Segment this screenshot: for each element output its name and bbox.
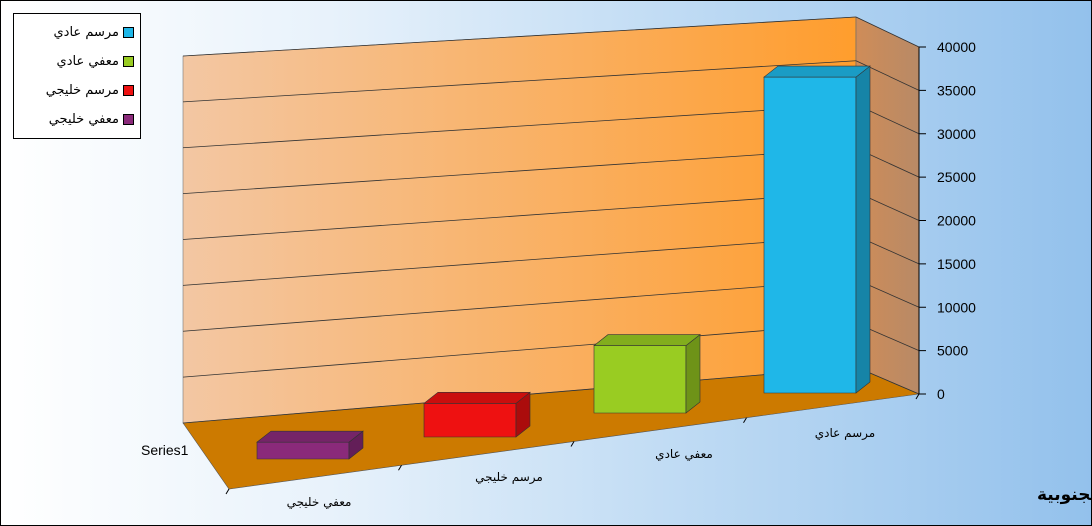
- category-labels: مرسم عادي معفي عادي مرسم خليجي معفي خليجي: [287, 426, 876, 509]
- gridline: [182, 16, 857, 57]
- y-tick-label: 15000: [937, 256, 976, 272]
- category-label: مرسم عادي: [815, 426, 875, 441]
- x-tick-mark: [743, 417, 747, 424]
- x-tick-mark: [570, 441, 575, 447]
- bars: [256, 65, 871, 460]
- bar-top: [763, 65, 871, 78]
- category-label: مرسم خليجي: [475, 470, 543, 485]
- gridline: [182, 60, 857, 103]
- bar-top: [423, 391, 531, 404]
- bar-top: [593, 334, 701, 346]
- y-tick-label: 25000: [937, 169, 976, 185]
- back-wall: [182, 16, 857, 424]
- legend-label: معفي خليجي: [48, 112, 119, 127]
- bar-front: [423, 402, 517, 438]
- gridline: [855, 60, 920, 91]
- gridline: [182, 147, 857, 195]
- x-tick-mark: [915, 393, 920, 400]
- gridline: [182, 235, 857, 286]
- y-tick-label: 35000: [937, 82, 976, 98]
- bar: [763, 65, 871, 394]
- gridline: [182, 279, 857, 332]
- series-label: Series1: [141, 442, 189, 458]
- legend: مرسم عادي معفي عادي مرسم خليجي معفي خليجي: [13, 13, 141, 139]
- x-axis-ticks: [225, 393, 920, 495]
- legend-swatch: [123, 114, 134, 125]
- legend-label: مرسم خليجي: [45, 83, 119, 98]
- y-tick-label: 5000: [937, 343, 968, 359]
- bar-top: [256, 430, 364, 443]
- legend-item: مرسم خليجي: [20, 76, 134, 105]
- gridline: [855, 16, 920, 48]
- legend-swatch: [123, 56, 134, 67]
- legend-label: مرسم عادي: [53, 25, 120, 40]
- y-axis-ticks: 40000 35000 30000 25000 20000 15000 10000 5000 0: [919, 39, 976, 402]
- bar: [256, 430, 364, 460]
- bar-side: [855, 65, 871, 394]
- legend-swatch: [123, 27, 134, 38]
- bar-front: [256, 441, 350, 460]
- legend-swatch: [123, 85, 134, 96]
- y-tick-label: 20000: [937, 213, 976, 229]
- legend-item: مرسم عادي: [20, 18, 134, 47]
- y-tick-label: 0: [937, 386, 945, 402]
- legend-item: معفي خليجي: [20, 105, 134, 134]
- bar-front: [763, 76, 857, 394]
- gridline: [182, 191, 857, 240]
- gridline: [182, 322, 857, 378]
- category-label: معفي عادي: [655, 447, 713, 461]
- bar: [423, 391, 531, 438]
- chart-title: الموانئ الجنوبية: [1037, 485, 1092, 505]
- gridline: [182, 104, 857, 149]
- category-label: معفي خليجي: [287, 495, 352, 509]
- bar-side: [685, 333, 701, 414]
- x-tick-mark: [398, 464, 402, 471]
- bar-front: [593, 345, 687, 414]
- legend-label: معفي عادي: [56, 54, 119, 69]
- bar: [593, 333, 701, 414]
- x-tick-mark: [225, 488, 230, 495]
- y-tick-label: 30000: [937, 126, 976, 142]
- legend-item: معفي عادي: [20, 47, 134, 76]
- y-tick-label: 40000: [937, 39, 976, 55]
- y-tick-label: 10000: [937, 299, 976, 315]
